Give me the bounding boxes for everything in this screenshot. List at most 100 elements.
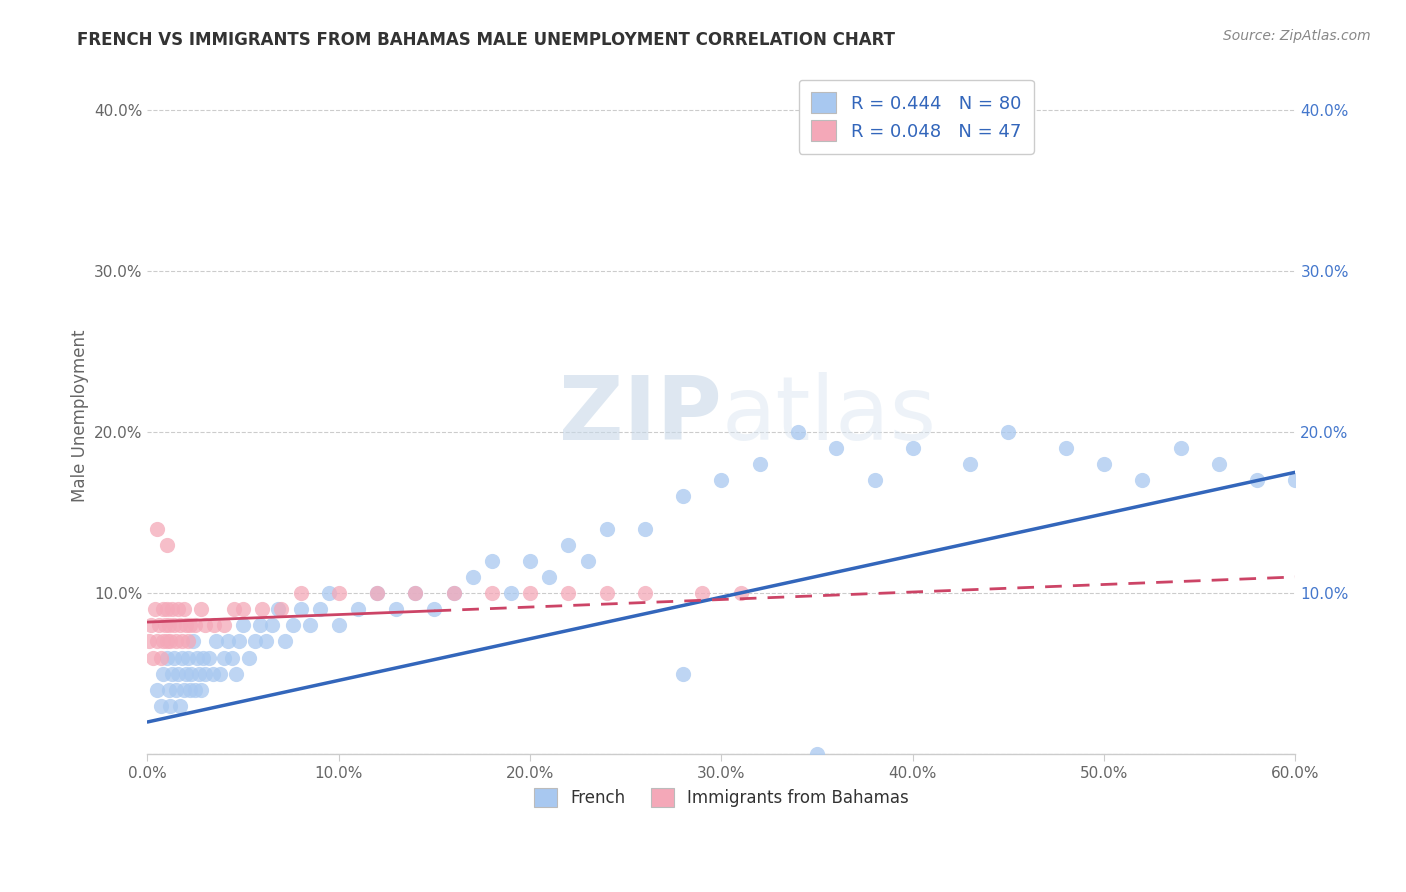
Point: [179, 682, 201, 697]
Y-axis label: Male Unemployment: Male Unemployment: [72, 329, 89, 502]
Point: [180, 666, 202, 681]
Point: [165, 634, 187, 648]
Point: [461, 570, 484, 584]
Point: [173, 602, 195, 616]
Point: [228, 634, 250, 648]
Point: [825, 441, 848, 455]
Point: [595, 522, 617, 536]
Point: [146, 682, 169, 697]
Point: [404, 586, 426, 600]
Point: [1170, 441, 1192, 455]
Point: [138, 634, 160, 648]
Point: [163, 650, 186, 665]
Point: [156, 602, 179, 616]
Point: [141, 618, 163, 632]
Point: [170, 650, 193, 665]
Point: [1092, 457, 1115, 471]
Point: [183, 634, 205, 648]
Point: [201, 666, 224, 681]
Point: [299, 618, 322, 632]
Point: [347, 602, 370, 616]
Point: [186, 650, 208, 665]
Point: [179, 618, 201, 632]
Point: [519, 554, 541, 568]
Point: [173, 682, 195, 697]
Point: [209, 666, 232, 681]
Point: [254, 634, 277, 648]
Point: [169, 618, 191, 632]
Point: [1054, 441, 1077, 455]
Point: [163, 618, 186, 632]
Point: [787, 425, 810, 439]
Point: [194, 666, 217, 681]
Point: [634, 586, 657, 600]
Point: [197, 650, 219, 665]
Point: [232, 618, 254, 632]
Point: [366, 586, 388, 600]
Point: [730, 586, 752, 600]
Point: [152, 634, 174, 648]
Point: [328, 586, 350, 600]
Point: [205, 634, 228, 648]
Point: [863, 473, 886, 487]
Text: atlas: atlas: [721, 372, 936, 459]
Point: [162, 666, 184, 681]
Point: [997, 425, 1019, 439]
Point: [270, 602, 292, 616]
Point: [318, 586, 340, 600]
Point: [576, 554, 599, 568]
Point: [146, 634, 169, 648]
Point: [290, 602, 312, 616]
Point: [806, 747, 828, 762]
Point: [146, 522, 169, 536]
Point: [366, 586, 388, 600]
Point: [143, 602, 166, 616]
Point: [672, 489, 695, 503]
Point: [149, 698, 172, 713]
Point: [281, 618, 304, 632]
Text: Source: ZipAtlas.com: Source: ZipAtlas.com: [1223, 29, 1371, 43]
Point: [165, 682, 187, 697]
Point: [557, 586, 579, 600]
Point: [404, 586, 426, 600]
Point: [692, 586, 714, 600]
Point: [212, 650, 235, 665]
Point: [190, 682, 212, 697]
Point: [274, 634, 297, 648]
Point: [170, 634, 193, 648]
Point: [224, 666, 246, 681]
Point: [184, 682, 207, 697]
Point: [260, 618, 283, 632]
Text: ZIP: ZIP: [558, 372, 721, 459]
Point: [194, 618, 217, 632]
Point: [157, 682, 180, 697]
Point: [538, 570, 561, 584]
Point: [423, 602, 446, 616]
Point: [152, 666, 174, 681]
Point: [385, 602, 408, 616]
Point: [212, 618, 235, 632]
Point: [443, 586, 465, 600]
Point: [252, 602, 274, 616]
Point: [959, 457, 981, 471]
Point: [1208, 457, 1230, 471]
Point: [148, 618, 170, 632]
Point: [901, 441, 924, 455]
Point: [169, 698, 191, 713]
Point: [156, 650, 179, 665]
Point: [190, 602, 212, 616]
Point: [710, 473, 733, 487]
Point: [748, 457, 770, 471]
Point: [1132, 473, 1154, 487]
Point: [290, 586, 312, 600]
Point: [243, 634, 266, 648]
Point: [159, 698, 181, 713]
Point: [481, 554, 503, 568]
Point: [167, 602, 190, 616]
Legend: French, Immigrants from Bahamas: French, Immigrants from Bahamas: [527, 781, 915, 814]
Point: [481, 586, 503, 600]
Point: [221, 650, 243, 665]
Point: [156, 634, 179, 648]
Point: [519, 586, 541, 600]
Point: [238, 650, 260, 665]
